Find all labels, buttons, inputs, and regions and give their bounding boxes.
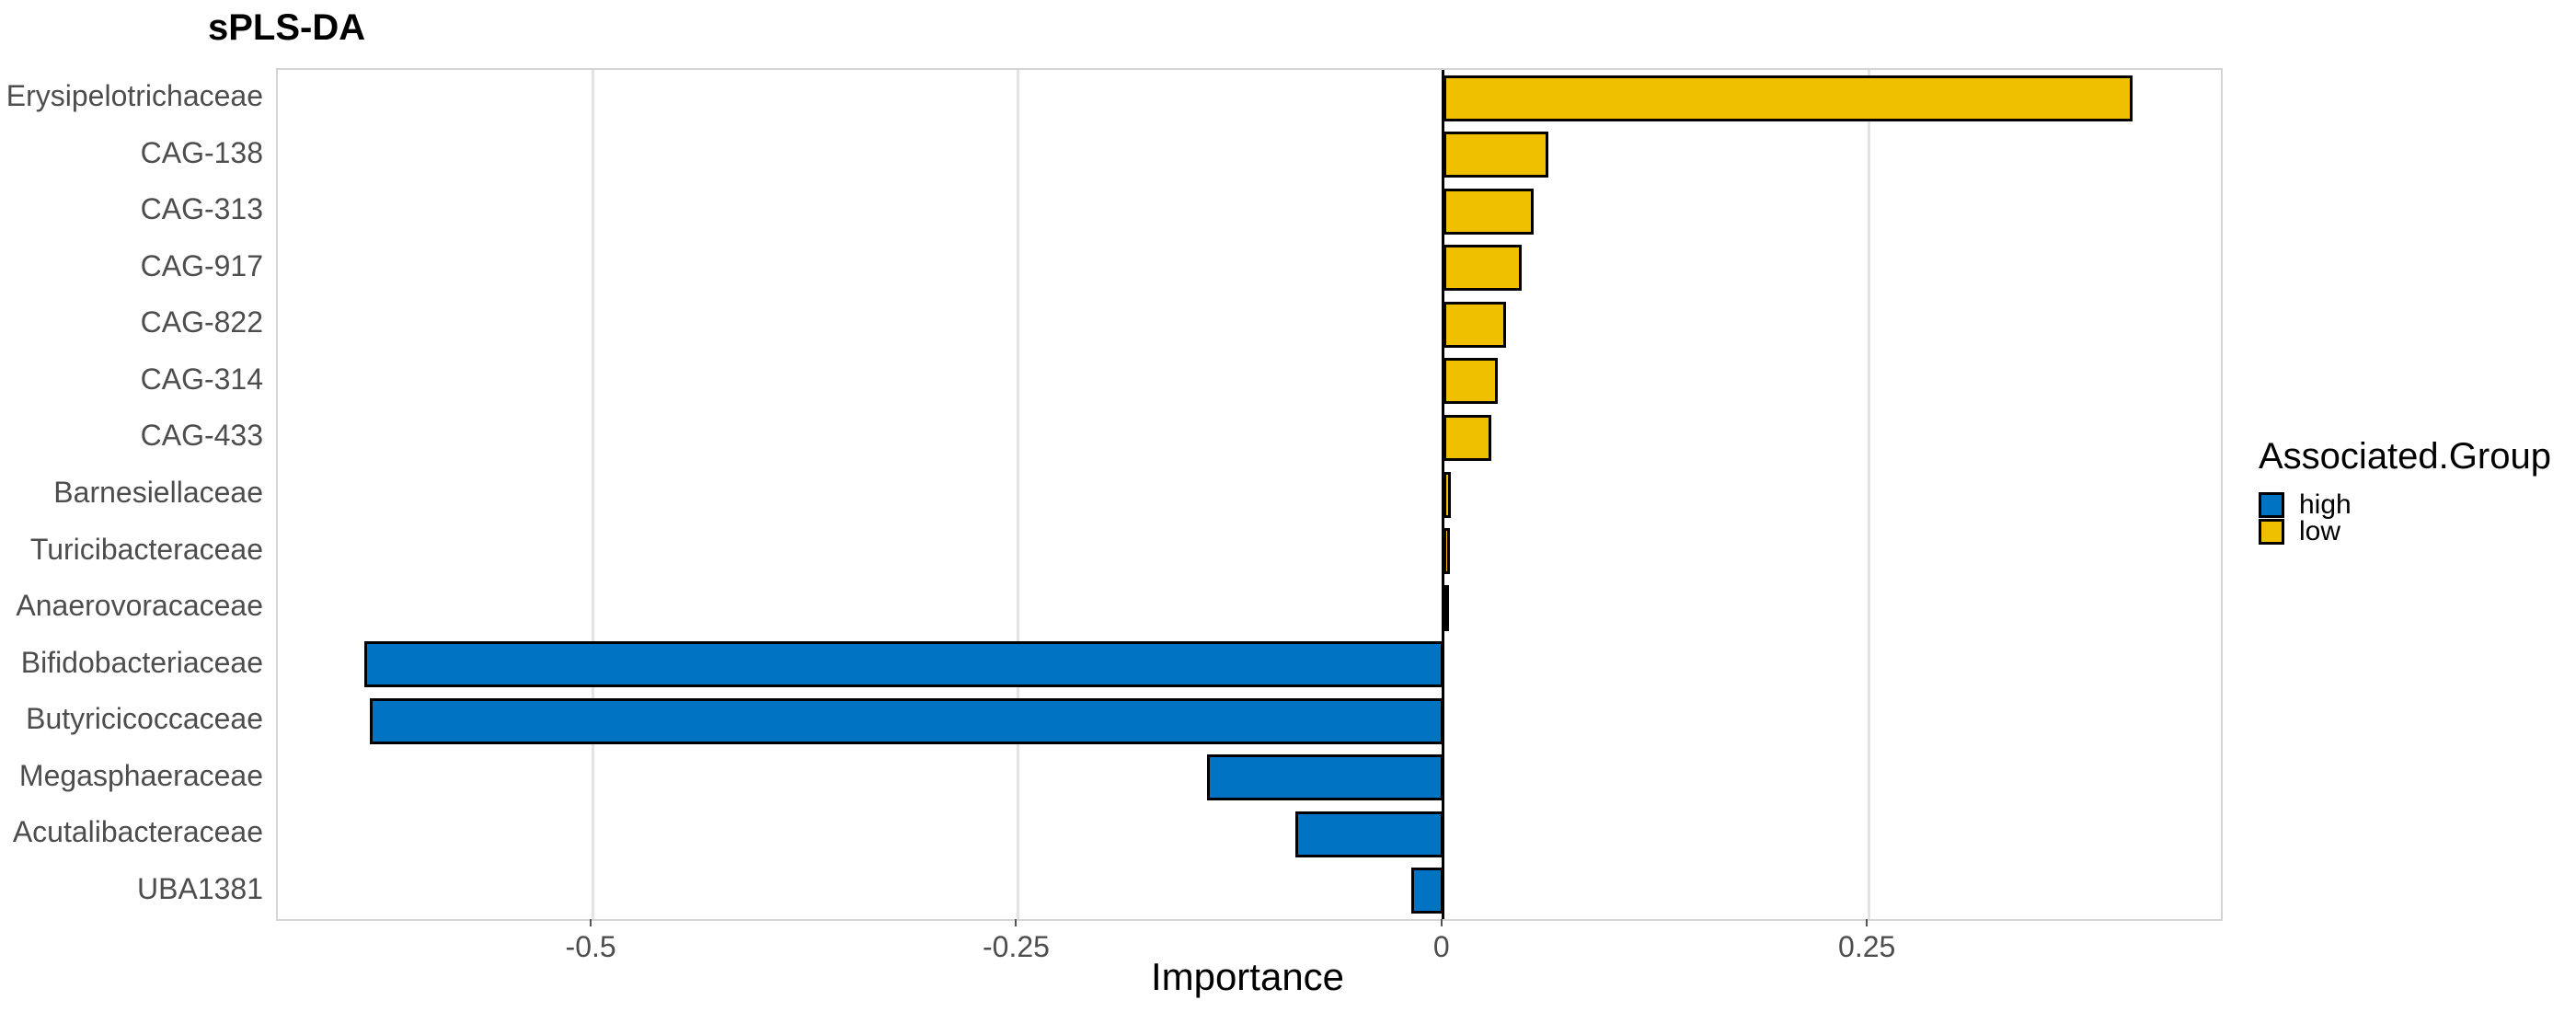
x-tick-mark--0.5 (590, 919, 592, 926)
bar-CAG-314 (1443, 358, 1498, 405)
bar-Butyricicoccaceae (369, 697, 1443, 744)
gridline-x-0.25 (1867, 70, 1870, 919)
y-axis-label-CAG-314: CAG-314 (140, 362, 263, 396)
y-axis-label-UBA1381: UBA1381 (137, 871, 263, 905)
legend: Associated.Group high low (2259, 436, 2551, 546)
gridline-x--0.25 (1016, 70, 1019, 919)
plot-panel (276, 68, 2223, 921)
x-tick-label--0.25: -0.25 (983, 930, 1050, 963)
x-tick-label-0: 0 (1432, 930, 1450, 963)
y-axis-label-Butyricicoccaceae: Butyricicoccaceae (26, 702, 263, 736)
y-axis-label-Barnesiellaceae: Barnesiellaceae (53, 475, 263, 509)
bar-CAG-917 (1443, 245, 1522, 292)
bar-Acutalibacteraceae (1294, 811, 1443, 857)
bar-Erysipelotrichaceae (1443, 75, 2133, 121)
y-axis-label-CAG-433: CAG-433 (140, 419, 263, 453)
y-axis-label-Turicibacteraceae: Turicibacteraceae (29, 532, 263, 566)
x-tick-mark--0.25 (1015, 919, 1018, 926)
x-tick-label--0.5: -0.5 (565, 930, 616, 963)
legend-label-low: low (2299, 516, 2341, 546)
legend-item-high: high (2259, 489, 2551, 520)
bar-Turicibacteraceae (1443, 528, 1451, 575)
y-axis-label-Erysipelotrichaceae: Erysipelotrichaceae (6, 79, 263, 113)
y-axis-label-Megasphaeraceae: Megasphaeraceae (18, 758, 263, 792)
legend-title: Associated.Group (2259, 436, 2551, 477)
chart-title: sPLS-DA (208, 7, 366, 48)
bar-CAG-822 (1443, 301, 1507, 348)
x-tick-mark-0 (1440, 919, 1443, 926)
y-axis-label-CAG-822: CAG-822 (140, 305, 263, 339)
bar-UBA1381 (1410, 868, 1443, 914)
legend-swatch-low (2259, 519, 2284, 545)
y-axis-label-Anaerovoracaceae: Anaerovoracaceae (16, 589, 263, 623)
bar-CAG-138 (1443, 132, 1549, 178)
legend-label-high: high (2299, 489, 2352, 520)
x-axis-title: Importance (1150, 955, 1345, 998)
legend-item-low: low (2259, 516, 2551, 546)
bar-Barnesiellaceae (1443, 471, 1452, 518)
x-tick-label-0.25: 0.25 (1838, 930, 1896, 963)
y-axis-label-CAG-917: CAG-917 (140, 248, 263, 282)
y-axis-label-CAG-313: CAG-313 (140, 192, 263, 226)
bar-CAG-313 (1443, 188, 1534, 235)
x-tick-mark-0.25 (1866, 919, 1869, 926)
bar-Bifidobacteriaceae (364, 641, 1443, 688)
y-axis-label-CAG-138: CAG-138 (140, 135, 263, 169)
y-axis-label-Acutalibacteraceae: Acutalibacteraceae (12, 815, 263, 849)
y-axis-label-Bifidobacteriaceae: Bifidobacteriaceae (20, 645, 263, 679)
bar-Anaerovoracaceae (1443, 584, 1449, 631)
gridline-x--0.5 (591, 70, 594, 919)
legend-swatch-high (2259, 492, 2284, 518)
bar-CAG-433 (1443, 414, 1491, 461)
bar-Megasphaeraceae (1206, 754, 1443, 801)
